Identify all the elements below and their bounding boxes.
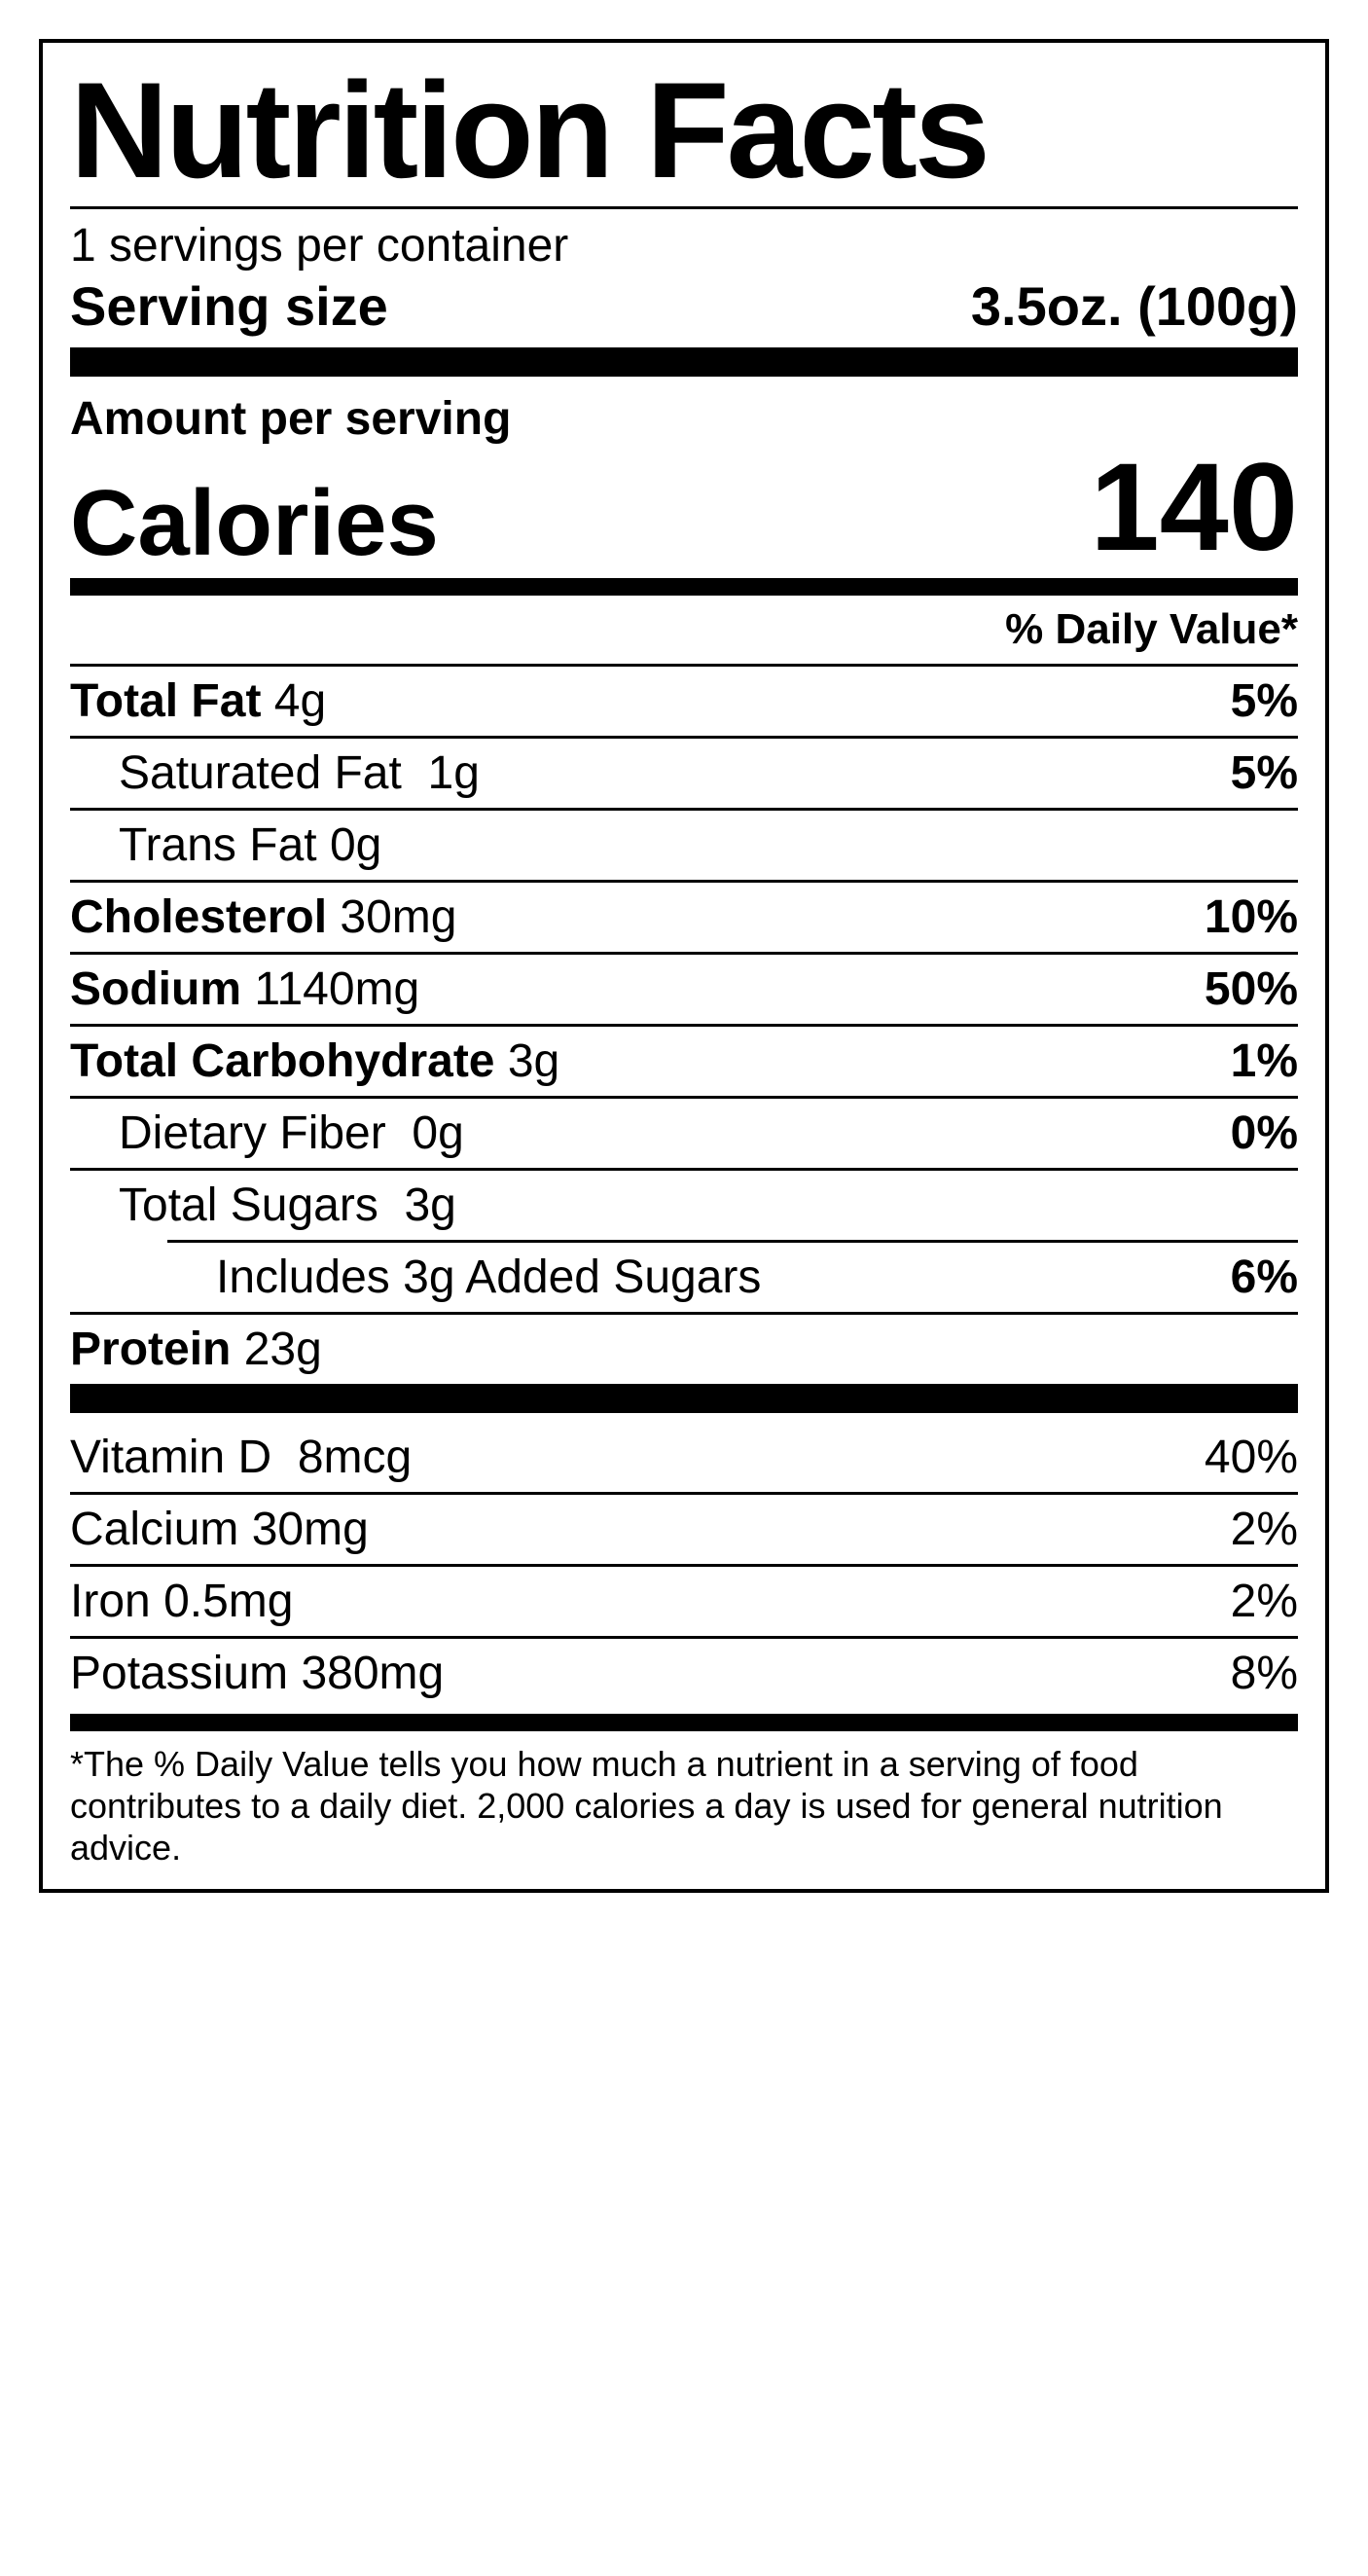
nutrient-dv: 10% <box>1205 890 1298 944</box>
nutrient-row-total-fat: Total Fat 4g 5% <box>70 664 1298 736</box>
serving-size-row: Serving size 3.5oz. (100g) <box>70 274 1298 347</box>
nutrient-name: Trans Fat 0g <box>70 818 381 872</box>
vitamin-name: Vitamin D 8mcg <box>70 1431 412 1484</box>
thick-rule <box>70 347 1298 377</box>
nutrient-row-cholesterol: Cholesterol 30mg 10% <box>70 880 1298 952</box>
nutrient-row-trans-fat: Trans Fat 0g <box>70 808 1298 880</box>
nutrient-row-dietary-fiber: Dietary Fiber 0g 0% <box>70 1096 1298 1168</box>
medium-rule <box>70 1714 1298 1731</box>
nutrient-name: Total Carbohydrate 3g <box>70 1034 559 1088</box>
serving-size-value: 3.5oz. (100g) <box>971 274 1298 338</box>
nutrient-name: Total Fat 4g <box>70 674 326 728</box>
calories-value: 140 <box>1090 446 1298 570</box>
nutrient-dv: 0% <box>1231 1107 1298 1160</box>
vitamin-dv: 2% <box>1231 1503 1298 1556</box>
dv-header: % Daily Value* <box>70 596 1298 664</box>
nutrient-dv: 6% <box>1231 1251 1298 1304</box>
vitamin-row-vitamin-d: Vitamin D 8mcg 40% <box>70 1423 1298 1492</box>
nutrient-name: Saturated Fat 1g <box>70 746 480 800</box>
medium-rule <box>70 578 1298 596</box>
nutrient-row-protein: Protein 23g <box>70 1312 1298 1384</box>
nutrient-dv: 50% <box>1205 962 1298 1016</box>
nutrient-dv: 5% <box>1231 746 1298 800</box>
calories-label: Calories <box>70 477 439 570</box>
thick-rule <box>70 1384 1298 1413</box>
nutrient-row-total-sugars: Total Sugars 3g <box>70 1168 1298 1240</box>
nutrient-name: Sodium 1140mg <box>70 962 419 1016</box>
vitamin-name: Iron 0.5mg <box>70 1575 293 1628</box>
nutrient-dv: 1% <box>1231 1034 1298 1088</box>
nutrient-row-total-carb: Total Carbohydrate 3g 1% <box>70 1024 1298 1096</box>
vitamin-dv: 40% <box>1205 1431 1298 1484</box>
footnote: *The % Daily Value tells you how much a … <box>70 1735 1298 1869</box>
vitamin-row-iron: Iron 0.5mg 2% <box>70 1564 1298 1636</box>
nutrient-dv: 5% <box>1231 674 1298 728</box>
nutrient-name: Includes 3g Added Sugars <box>167 1251 761 1304</box>
nutrient-name: Protein 23g <box>70 1323 322 1376</box>
nutrient-name: Cholesterol 30mg <box>70 890 456 944</box>
nutrient-name: Total Sugars 3g <box>70 1179 456 1232</box>
vitamin-dv: 2% <box>1231 1575 1298 1628</box>
nutrient-name: Dietary Fiber 0g <box>70 1107 464 1160</box>
servings-per-container: 1 servings per container <box>70 209 1298 274</box>
title: Nutrition Facts <box>70 62 1298 199</box>
nutrient-row-sodium: Sodium 1140mg 50% <box>70 952 1298 1024</box>
nutrient-row-added-sugars: Includes 3g Added Sugars 6% <box>167 1240 1298 1312</box>
amount-per-serving: Amount per serving <box>70 377 1298 446</box>
nutrition-facts-label: Nutrition Facts 1 servings per container… <box>39 39 1329 1893</box>
calories-row: Calories 140 <box>70 446 1298 578</box>
serving-size-label: Serving size <box>70 274 388 338</box>
vitamin-row-potassium: Potassium 380mg 8% <box>70 1636 1298 1708</box>
vitamin-name: Calcium 30mg <box>70 1503 369 1556</box>
vitamin-row-calcium: Calcium 30mg 2% <box>70 1492 1298 1564</box>
vitamin-dv: 8% <box>1231 1647 1298 1700</box>
nutrient-row-saturated-fat: Saturated Fat 1g 5% <box>70 736 1298 808</box>
vitamin-name: Potassium 380mg <box>70 1647 444 1700</box>
